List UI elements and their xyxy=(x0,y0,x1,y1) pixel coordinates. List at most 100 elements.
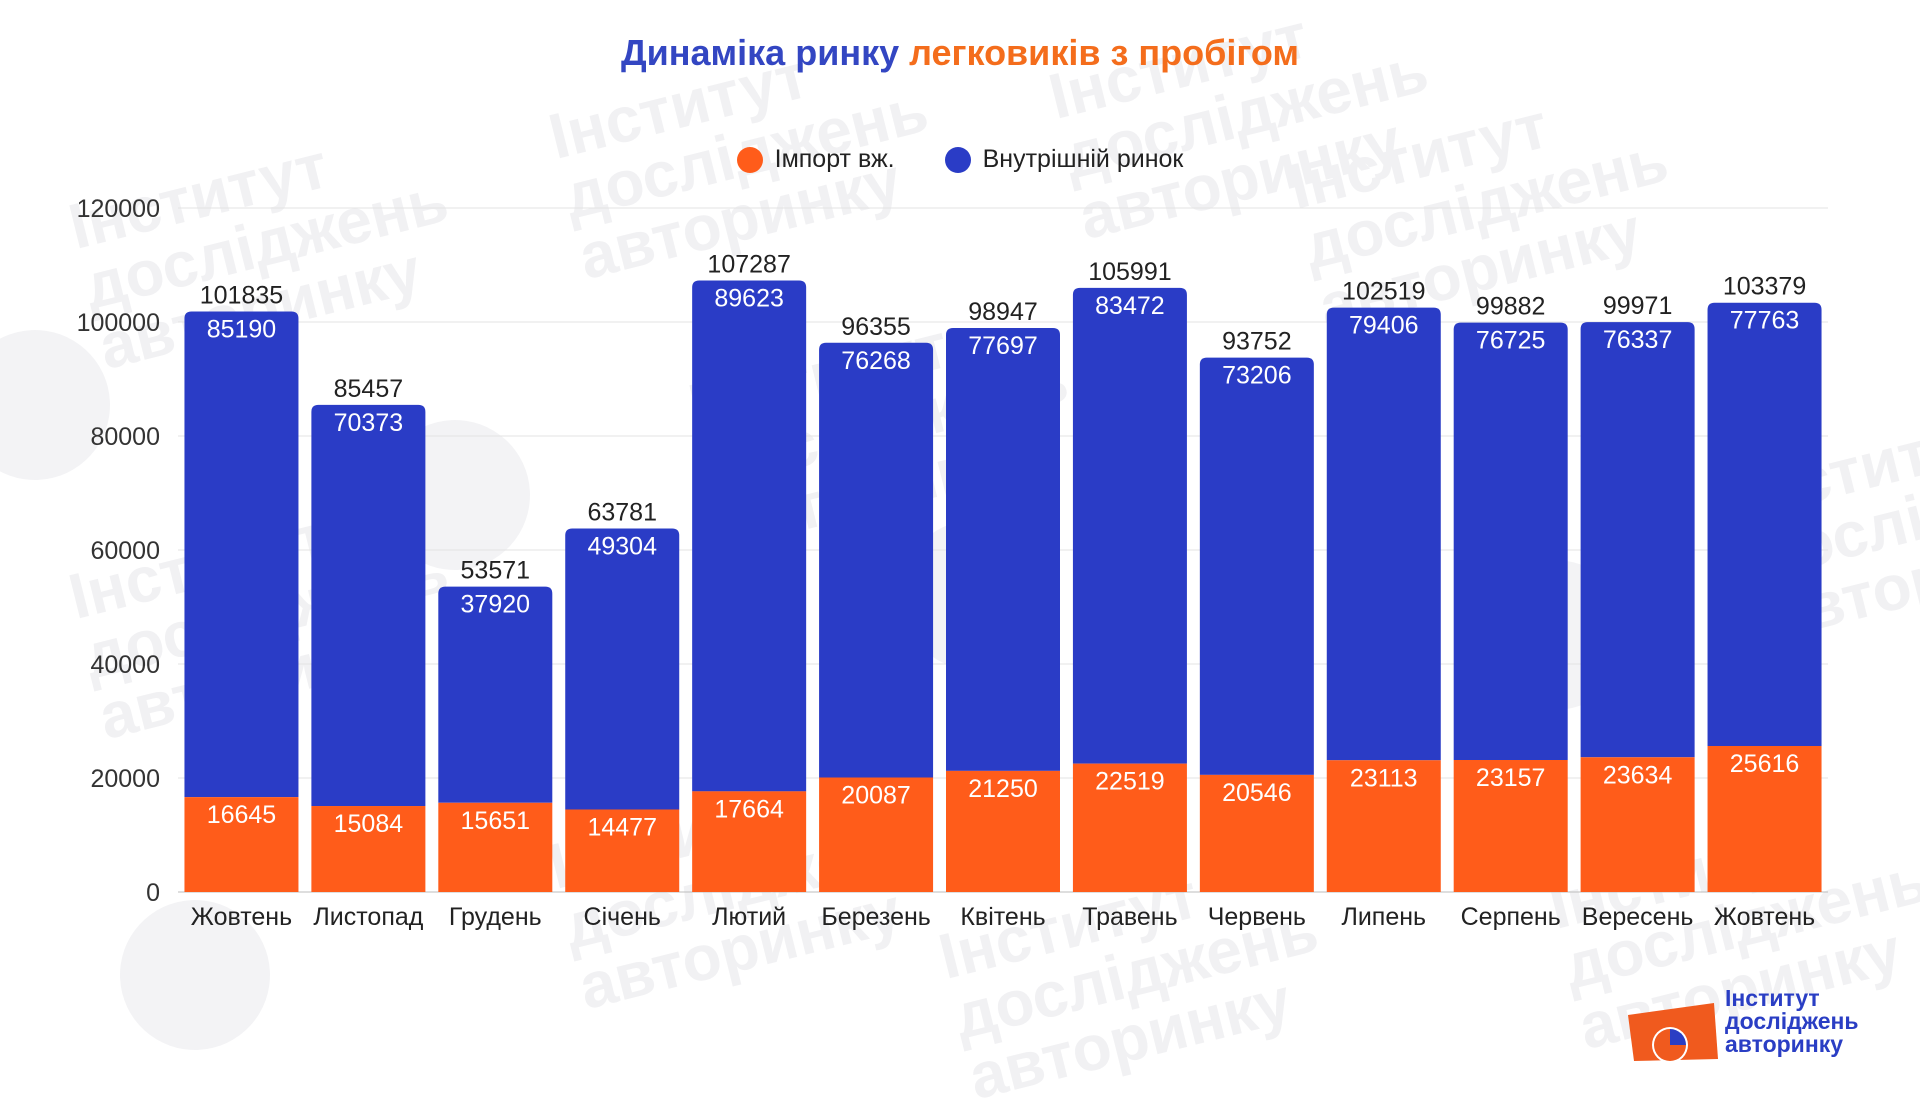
bar-domestic xyxy=(311,404,426,807)
domestic-data-label: 83472 xyxy=(1095,292,1165,320)
y-tick-label: 20000 xyxy=(90,765,160,793)
x-category-label: Вересень xyxy=(1582,903,1694,931)
x-category-label: Березень xyxy=(821,903,931,931)
bar-import xyxy=(438,802,553,892)
bar-domestic xyxy=(1072,287,1187,764)
import-data-label: 23113 xyxy=(1350,764,1418,792)
y-tick-label: 60000 xyxy=(90,537,160,565)
bar-domestic xyxy=(946,328,1060,771)
x-category-label: Січень xyxy=(584,903,661,931)
x-category-label: Жовтень xyxy=(1714,903,1815,931)
bar-domestic xyxy=(692,280,807,792)
bar-import xyxy=(1580,757,1695,892)
x-category-label: Червень xyxy=(1208,903,1306,931)
total-data-label: 96355 xyxy=(841,313,911,341)
import-data-label: 21250 xyxy=(968,775,1038,803)
brand-text: Інститут досліджень авторинку xyxy=(1725,987,1859,1056)
domestic-data-label: 77697 xyxy=(968,332,1038,360)
bar-domestic xyxy=(819,342,934,778)
chart-legend: Імпорт вж. Внутрішній ринок xyxy=(0,145,1920,174)
x-category-label: Квітень xyxy=(960,903,1045,931)
import-data-label: 15084 xyxy=(334,810,404,838)
total-data-label: 99882 xyxy=(1476,293,1546,321)
bar-domestic xyxy=(565,528,680,810)
chart-plot: 0 20000 40000 60000 80000 100000 120000 101835 8… xyxy=(77,195,1828,931)
brand-text-line-3: авторинку xyxy=(1725,1031,1844,1057)
y-tick-label: 120000 xyxy=(77,195,160,223)
x-category-label: Грудень xyxy=(449,903,542,931)
bar-domestic xyxy=(1453,322,1568,761)
import-data-label: 23634 xyxy=(1603,761,1673,789)
domestic-data-label: 73206 xyxy=(1222,362,1292,390)
x-category-label: Лютий xyxy=(712,903,786,931)
total-data-label: 103379 xyxy=(1723,273,1806,301)
bar-domestic xyxy=(184,311,299,798)
import-data-label: 16645 xyxy=(207,801,277,829)
import-data-label: 20087 xyxy=(841,782,911,810)
domestic-data-label: 76725 xyxy=(1476,327,1546,355)
legend-label-import: Імпорт вж. xyxy=(774,145,895,173)
bar-import xyxy=(565,809,680,892)
legend-dot-domestic xyxy=(944,146,971,173)
chart-title-part-2: легковиків з пробігом xyxy=(909,32,1299,73)
brand-text-line-1: Інститут xyxy=(1725,985,1820,1011)
bar-domestic xyxy=(1199,357,1314,775)
total-data-label: 107287 xyxy=(707,250,790,278)
bar-domestic xyxy=(1326,307,1441,761)
bar-domestic xyxy=(1707,302,1822,746)
bar-import xyxy=(1707,745,1822,892)
bar-import xyxy=(946,770,1060,892)
import-data-label: 15651 xyxy=(461,807,531,835)
total-data-label: 53571 xyxy=(461,557,531,585)
bar-import xyxy=(1326,760,1441,892)
import-data-label: 23157 xyxy=(1476,764,1546,792)
total-data-label: 101835 xyxy=(200,282,283,310)
x-category-label: Листопад xyxy=(313,903,423,931)
brand-logo-icon xyxy=(1628,1003,1718,1063)
bar-import xyxy=(184,797,299,892)
domestic-data-label: 77763 xyxy=(1730,307,1800,335)
domestic-data-label: 76337 xyxy=(1603,326,1673,354)
bar-import xyxy=(1453,760,1568,892)
x-category-label: Травень xyxy=(1082,903,1177,931)
import-data-label: 14477 xyxy=(587,813,657,841)
domestic-data-label: 49304 xyxy=(587,532,657,560)
domestic-data-label: 79406 xyxy=(1349,312,1419,340)
import-data-label: 22519 xyxy=(1095,768,1165,796)
y-tick-label: 80000 xyxy=(90,423,160,451)
domestic-data-label: 70373 xyxy=(334,409,404,437)
domestic-data-label: 89623 xyxy=(714,284,784,312)
legend-label-domestic: Внутрішній ринок xyxy=(982,145,1184,173)
y-tick-label: 40000 xyxy=(90,651,160,679)
total-data-label: 93752 xyxy=(1222,328,1292,356)
bar-import xyxy=(1072,763,1187,892)
total-data-label: 85457 xyxy=(334,375,404,403)
total-data-label: 105991 xyxy=(1088,258,1171,286)
legend-dot-import xyxy=(736,146,763,173)
import-data-label: 17664 xyxy=(714,795,784,823)
chart-title-part-1: Динаміка ринку xyxy=(620,32,910,73)
total-data-label: 102519 xyxy=(1342,278,1425,306)
domestic-data-label: 85190 xyxy=(207,316,277,344)
bar-import xyxy=(1199,774,1314,892)
chart-title: Динаміка ринку легковиків з пробігом xyxy=(0,32,1920,74)
import-data-label: 25616 xyxy=(1730,750,1800,778)
x-category-label: Жовтень xyxy=(191,903,292,931)
import-data-label: 20546 xyxy=(1222,779,1292,807)
domestic-data-label: 76268 xyxy=(841,347,911,375)
total-data-label: 99971 xyxy=(1603,292,1673,320)
x-category-label: Липень xyxy=(1341,903,1426,931)
domestic-data-label: 37920 xyxy=(461,591,531,619)
bar-domestic xyxy=(438,586,553,803)
bar-import xyxy=(692,791,807,892)
total-data-label: 98947 xyxy=(968,298,1038,326)
legend-item-import: Імпорт вж. xyxy=(736,145,895,174)
bar-domestic xyxy=(1580,322,1695,758)
x-category-label: Серпень xyxy=(1461,903,1561,931)
brand-text-line-2: досліджень xyxy=(1725,1008,1859,1034)
y-tick-label: 0 xyxy=(146,879,160,907)
y-tick-label: 100000 xyxy=(77,309,160,337)
bar-import xyxy=(311,806,426,892)
legend-item-domestic: Внутрішній ринок xyxy=(944,145,1184,174)
bar-import xyxy=(819,777,934,892)
